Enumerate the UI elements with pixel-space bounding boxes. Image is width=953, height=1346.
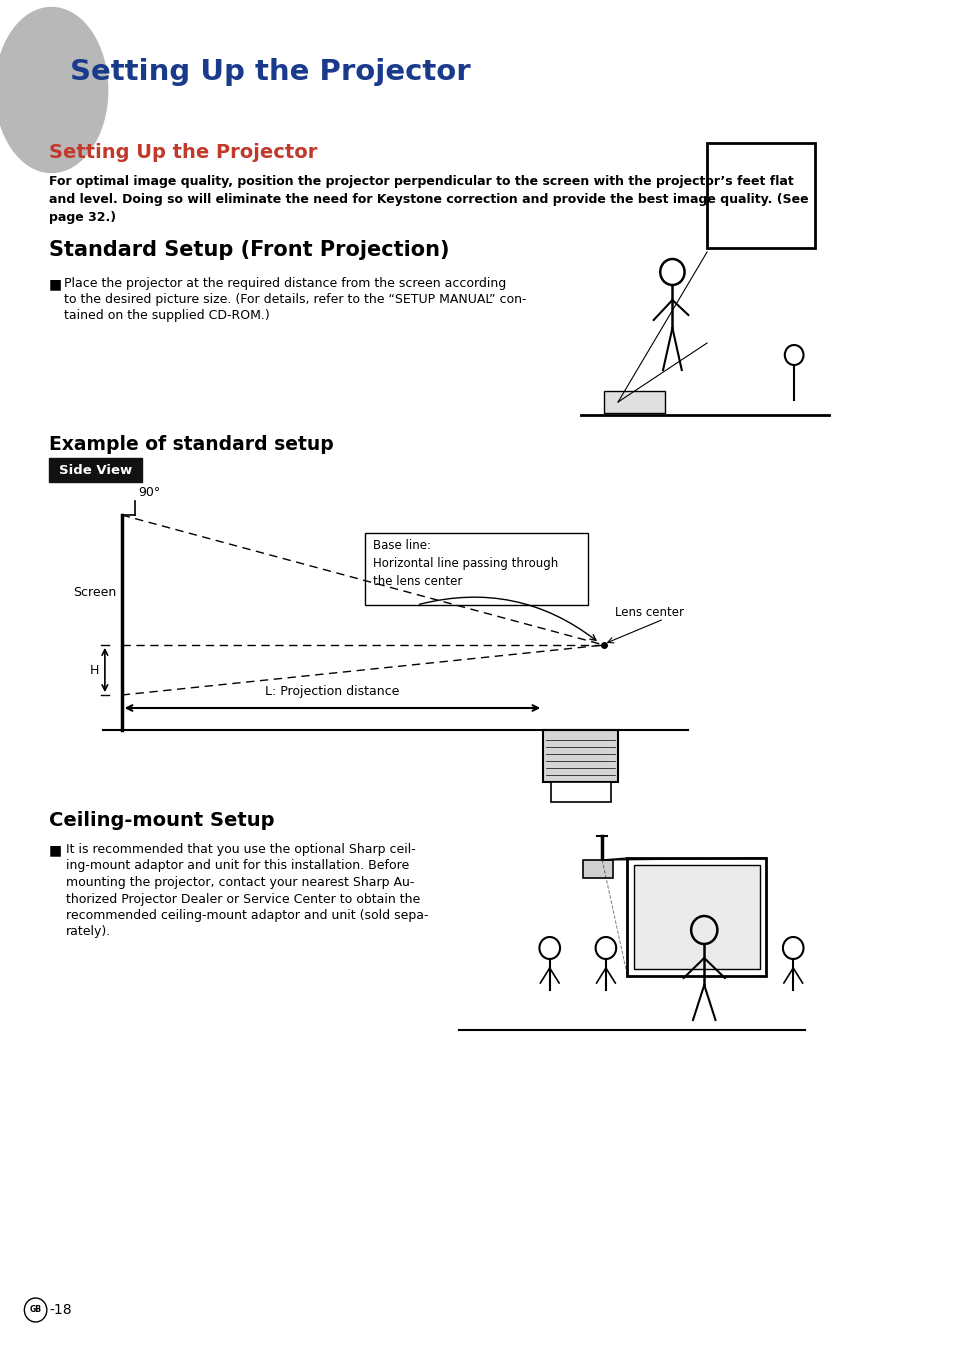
Bar (365, 533, 587, 604)
Bar (550, 782, 610, 802)
Text: Base line:: Base line: (373, 538, 430, 552)
Text: the lens center: the lens center (373, 575, 461, 588)
Bar (49, 458, 142, 482)
Text: Example of standard setup: Example of standard setup (49, 436, 334, 455)
Bar (583, 860, 613, 878)
Text: and level. Doing so will eliminate the need for Keystone correction and provide : and level. Doing so will eliminate the n… (49, 192, 807, 206)
Text: to the desired picture size. (For details, refer to the “SETUP MANUAL” con-: to the desired picture size. (For detail… (64, 293, 526, 306)
Text: L: Projection distance: L: Projection distance (265, 685, 399, 699)
Text: Lens center: Lens center (615, 607, 683, 619)
Text: H: H (90, 664, 99, 677)
Text: ing-mount adaptor and unit for this installation. Before: ing-mount adaptor and unit for this inst… (66, 860, 409, 872)
Text: For optimal image quality, position the projector perpendicular to the screen wi: For optimal image quality, position the … (49, 175, 793, 188)
Text: Ceiling-mount Setup: Ceiling-mount Setup (49, 810, 274, 829)
Bar (603, 390, 664, 413)
Text: Side View: Side View (59, 463, 132, 476)
Text: Place the projector at the required distance from the screen according: Place the projector at the required dist… (64, 277, 505, 289)
Text: GB: GB (30, 1306, 42, 1315)
Text: Screen: Screen (72, 586, 116, 599)
Bar (706, 143, 814, 248)
Text: 90°: 90° (138, 486, 161, 499)
Text: Standard Setup (Front Projection): Standard Setup (Front Projection) (49, 240, 449, 260)
Bar (627, 857, 765, 976)
Text: recommended ceiling-mount adaptor and unit (sold sepa-: recommended ceiling-mount adaptor and un… (66, 909, 428, 922)
Text: ■: ■ (49, 277, 62, 291)
Text: thorized Projector Dealer or Service Center to obtain the: thorized Projector Dealer or Service Cen… (66, 892, 419, 906)
Text: rately).: rately). (66, 926, 111, 938)
Ellipse shape (0, 8, 108, 172)
Text: tained on the supplied CD-ROM.): tained on the supplied CD-ROM.) (64, 310, 269, 322)
Text: page 32.): page 32.) (49, 211, 115, 223)
Bar (634, 865, 759, 969)
Text: ■: ■ (49, 843, 62, 857)
Bar (542, 730, 618, 782)
Text: Horizontal line passing through: Horizontal line passing through (373, 557, 558, 569)
Text: It is recommended that you use the optional Sharp ceil-: It is recommended that you use the optio… (66, 843, 415, 856)
Text: Setting Up the Projector: Setting Up the Projector (71, 58, 471, 86)
Text: Setting Up the Projector: Setting Up the Projector (49, 143, 316, 162)
Text: mounting the projector, contact your nearest Sharp Au-: mounting the projector, contact your nea… (66, 876, 414, 888)
Text: -18: -18 (50, 1303, 72, 1316)
